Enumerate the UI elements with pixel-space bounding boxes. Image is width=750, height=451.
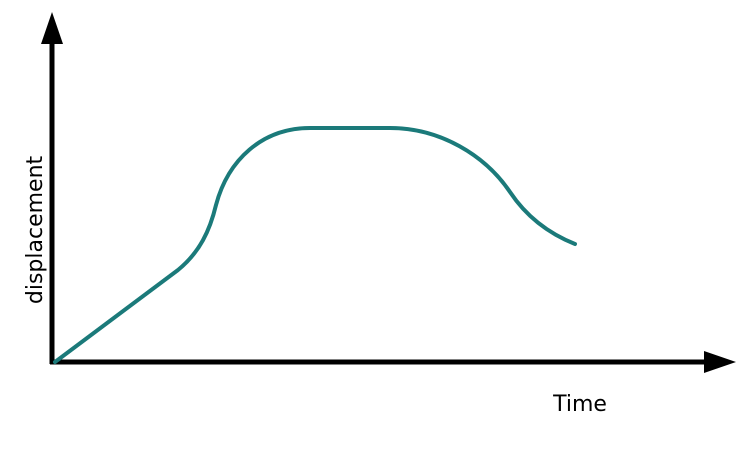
y-axis-label: displacement xyxy=(23,155,48,304)
displacement-curve xyxy=(53,126,577,364)
x-axis-label: Time xyxy=(552,392,607,417)
y-axis-arrow xyxy=(41,12,63,44)
x-axis-arrow xyxy=(704,351,736,373)
